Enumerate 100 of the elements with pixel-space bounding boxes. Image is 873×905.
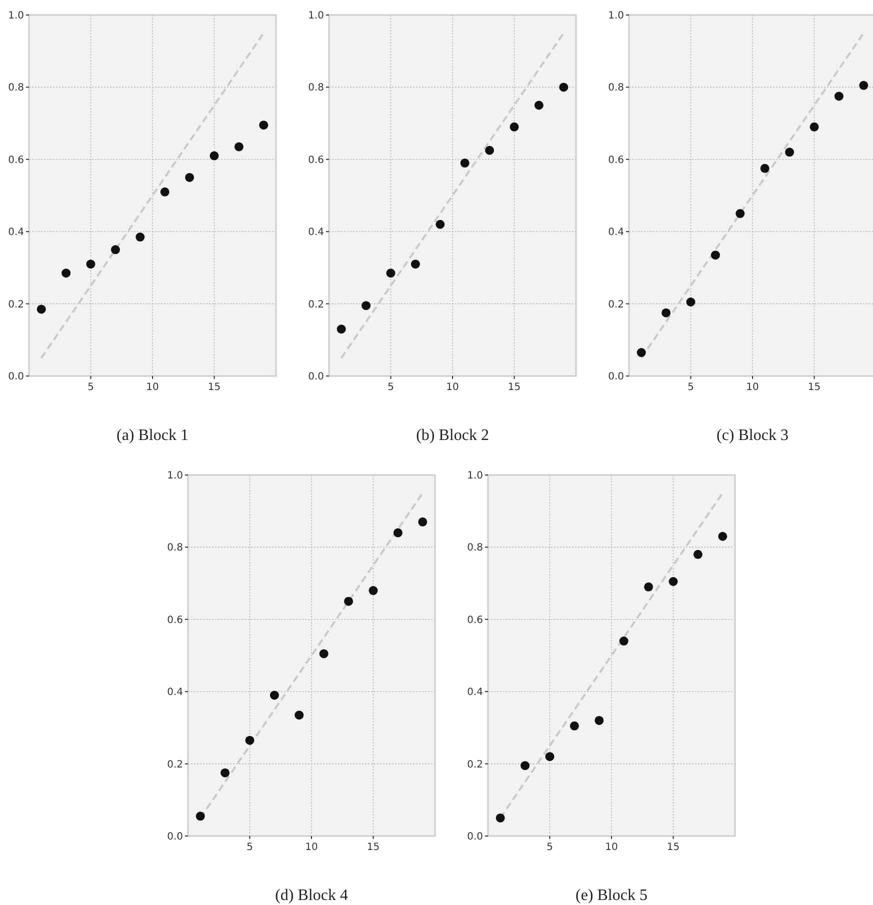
- y-tick-label: 0.0: [608, 372, 624, 382]
- point: [344, 596, 354, 606]
- point: [460, 158, 470, 168]
- y-tick-label: 0.4: [308, 227, 324, 238]
- point: [710, 250, 720, 260]
- text: (a) Block 1: [116, 427, 188, 444]
- y-tick-label: 0.2: [8, 299, 24, 310]
- x-tick-label: 5: [546, 842, 553, 853]
- text: (d) Block 4: [275, 887, 348, 904]
- point: [86, 260, 96, 269]
- point: [136, 232, 145, 242]
- x-tick-label: 5: [88, 382, 94, 393]
- point: [644, 582, 654, 592]
- y-tick-label: 0.2: [467, 759, 483, 770]
- y-tick-label: 1.0: [8, 10, 24, 22]
- x-tick-label: 10: [305, 842, 318, 853]
- point: [545, 752, 554, 762]
- point: [520, 761, 530, 770]
- y-tick-label: 0.2: [608, 299, 624, 310]
- y-tick-label: 0.8: [8, 82, 24, 94]
- point: [559, 82, 568, 92]
- y-tick-label: 0.6: [608, 154, 624, 166]
- point: [62, 268, 71, 278]
- point: [718, 532, 728, 541]
- y-tick-label: 0.6: [467, 614, 483, 626]
- point: [436, 220, 445, 229]
- point: [362, 301, 371, 310]
- point: [160, 187, 170, 196]
- point: [619, 636, 628, 646]
- point: [210, 151, 219, 160]
- point: [736, 209, 745, 218]
- y-tick-label: 1.0: [308, 10, 324, 22]
- x-tick-label: 15: [808, 382, 821, 393]
- text: (c) Block 3: [716, 427, 788, 444]
- y-tick-label: 0.8: [308, 82, 324, 94]
- point: [496, 813, 505, 822]
- y-tick-label: 0.0: [467, 832, 483, 842]
- point: [834, 92, 844, 101]
- text: (b) Block 2: [416, 427, 489, 444]
- point: [185, 172, 194, 182]
- point: [196, 812, 205, 821]
- point: [485, 146, 494, 155]
- point: [510, 122, 519, 132]
- y-tick-label: 0.6: [8, 154, 24, 166]
- point: [668, 576, 678, 586]
- point: [418, 517, 428, 526]
- point: [393, 528, 402, 538]
- y-tick-label: 0.0: [8, 372, 24, 382]
- point: [693, 550, 702, 559]
- point: [336, 324, 346, 334]
- y-tick-label: 0.4: [8, 227, 24, 238]
- point: [686, 297, 696, 306]
- y-tick-label: 0.8: [167, 542, 183, 554]
- point: [294, 710, 304, 720]
- point: [220, 768, 230, 778]
- x-tick-label: 10: [605, 842, 618, 853]
- y-tick-label: 0.4: [167, 687, 183, 698]
- point: [36, 304, 46, 314]
- y-tick-label: 1.0: [467, 470, 483, 482]
- point: [534, 100, 544, 110]
- point: [570, 721, 579, 730]
- point: [234, 142, 244, 152]
- point: [245, 736, 254, 745]
- x-tick-label: 15: [666, 842, 680, 853]
- x-tick-label: 5: [688, 382, 694, 393]
- point: [760, 164, 770, 173]
- y-tick-label: 0.6: [167, 614, 183, 626]
- x-tick-label: 15: [366, 842, 380, 853]
- y-tick-label: 0.8: [467, 542, 483, 554]
- x-tick-label: 10: [446, 382, 459, 393]
- y-tick-label: 1.0: [167, 470, 183, 482]
- point: [270, 690, 279, 700]
- x-tick-label: 5: [246, 842, 253, 853]
- point: [785, 148, 794, 157]
- y-tick-label: 0.4: [608, 227, 624, 238]
- point: [662, 308, 671, 318]
- point: [636, 348, 646, 358]
- x-tick-label: 10: [746, 382, 759, 393]
- y-tick-label: 1.0: [608, 10, 624, 22]
- y-tick-label: 0.4: [467, 687, 483, 698]
- point: [110, 245, 120, 254]
- y-tick-label: 0.6: [308, 154, 324, 166]
- point: [859, 80, 868, 90]
- y-tick-label: 0.0: [308, 372, 324, 382]
- point: [386, 268, 396, 278]
- text: (e) Block 5: [576, 887, 648, 904]
- x-tick-label: 15: [208, 382, 221, 393]
- x-tick-label: 5: [388, 382, 394, 393]
- x-tick-label: 15: [508, 382, 521, 393]
- point: [410, 260, 420, 269]
- y-tick-label: 0.2: [167, 759, 183, 770]
- point: [368, 586, 378, 596]
- point: [594, 716, 604, 725]
- y-tick-label: 0.8: [608, 82, 624, 94]
- point: [810, 122, 819, 132]
- y-tick-label: 0.2: [308, 299, 324, 310]
- point: [319, 649, 328, 658]
- y-tick-label: 0.0: [167, 832, 183, 842]
- x-tick-label: 10: [146, 382, 159, 393]
- point: [259, 120, 268, 130]
